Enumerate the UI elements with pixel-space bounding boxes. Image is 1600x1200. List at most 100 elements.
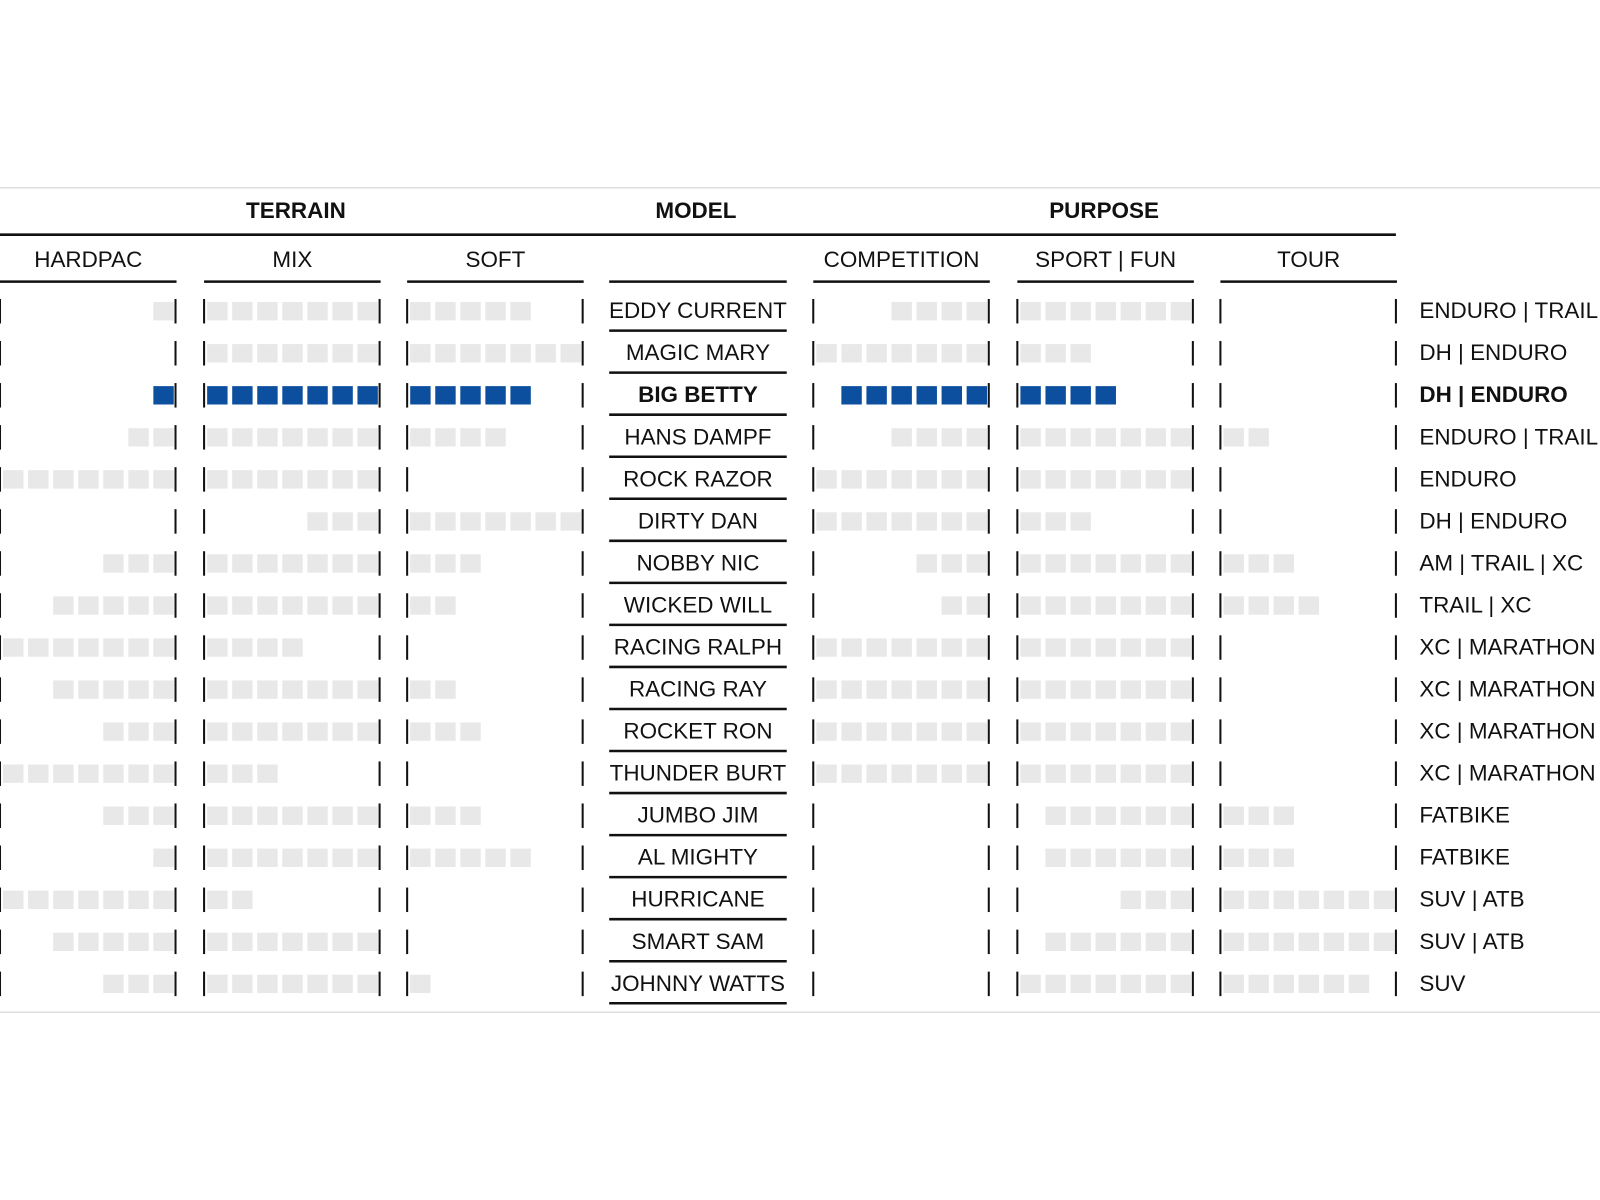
bar-segment — [1020, 470, 1041, 489]
bar-segment — [357, 302, 378, 321]
bar-segment — [1095, 806, 1116, 825]
bar-segment — [1170, 764, 1192, 783]
bar-segment — [282, 428, 303, 447]
bar-segment — [460, 512, 481, 531]
bar-segment — [357, 470, 378, 489]
bar-segment — [128, 932, 149, 952]
bar-segment — [916, 722, 937, 741]
purpose-bar — [1045, 848, 1294, 867]
bar-segment — [816, 638, 837, 657]
bar-segment — [153, 596, 174, 615]
bar-segment — [410, 848, 431, 867]
bar-segment — [866, 638, 887, 657]
usage-label: SUV | ATB — [1419, 887, 1524, 912]
bar-segment — [1120, 848, 1142, 867]
bar-segment — [257, 554, 278, 573]
bar-segment — [1145, 554, 1167, 573]
bar-segment — [307, 386, 328, 405]
bar-segment — [1120, 638, 1142, 657]
bar-segment — [153, 932, 174, 952]
bar-segment — [1373, 932, 1395, 952]
bar-segment — [410, 974, 431, 994]
bar-segment — [966, 470, 988, 489]
bar-segment — [307, 470, 328, 489]
bar-segment — [103, 764, 124, 783]
bar-segment — [1248, 932, 1269, 952]
bar-segment — [1248, 428, 1269, 447]
bar-segment — [1095, 554, 1116, 573]
bar-segment — [153, 554, 174, 573]
bar-segment — [282, 722, 303, 741]
terrain-column-label: SOFT — [465, 247, 525, 272]
bar-segment — [1070, 680, 1091, 699]
bar-segment — [307, 848, 328, 867]
bar-segment — [1323, 974, 1345, 994]
bar-segment — [941, 512, 962, 531]
purpose-bar — [816, 344, 1091, 363]
bar-segment — [460, 302, 481, 321]
bar-segment — [966, 722, 988, 741]
bar-segment — [435, 428, 456, 447]
bar-segment — [1070, 638, 1091, 657]
purpose-bar — [816, 638, 1192, 657]
bar-segment — [1070, 596, 1091, 615]
bar-segment — [941, 386, 962, 405]
bar-segment — [357, 722, 378, 741]
bar-segment — [307, 680, 328, 699]
bar-segment — [232, 806, 253, 825]
bar-segment — [332, 596, 353, 615]
usage-label: ENDURO — [1419, 466, 1516, 491]
bar-segment — [435, 512, 456, 531]
bar-segment — [1145, 806, 1167, 825]
bar-segment — [1020, 386, 1041, 405]
model-name: RACING RAY — [629, 677, 767, 702]
bar-segment — [1223, 932, 1244, 952]
bar-segment — [1020, 722, 1041, 741]
bar-segment — [410, 428, 431, 447]
bar-segment — [1145, 428, 1167, 447]
bar-segment — [916, 344, 937, 363]
bar-segment — [816, 722, 837, 741]
bar-segment — [103, 806, 124, 825]
bar-segment — [1020, 512, 1041, 531]
bar-segment — [1223, 974, 1244, 994]
bar-segment — [153, 848, 174, 867]
bar-segment — [816, 680, 837, 699]
bar-segment — [1120, 680, 1142, 699]
bar-segment — [282, 302, 303, 321]
terrain-bar — [3, 638, 303, 657]
bar-segment — [410, 344, 431, 363]
bar-segment — [257, 386, 278, 405]
bar-segment — [153, 386, 174, 405]
bar-segment — [1120, 974, 1142, 994]
bar-segment — [816, 470, 837, 489]
bar-segment — [941, 344, 962, 363]
bar-segment — [1223, 806, 1244, 825]
bar-segment — [128, 638, 149, 657]
bar-segment — [891, 470, 912, 489]
bar-segment — [1095, 764, 1116, 783]
bar-segment — [257, 344, 278, 363]
model-header: MODEL — [655, 198, 736, 223]
bar-segment — [207, 848, 228, 867]
bar-segment — [282, 344, 303, 363]
bar-segment — [435, 848, 456, 867]
bar-segment — [153, 764, 174, 783]
bar-segment — [1298, 596, 1320, 615]
bar-segment — [307, 302, 328, 321]
bar-segment — [1070, 848, 1091, 867]
bar-segment — [357, 848, 378, 867]
bar-segment — [1020, 974, 1041, 994]
bar-segment — [1145, 932, 1167, 952]
model-name: THUNDER BURT — [610, 761, 787, 786]
model-name: RACING RALPH — [614, 634, 782, 659]
model-name: WICKED WILL — [624, 592, 772, 617]
bar-segment — [1120, 764, 1142, 783]
bar-segment — [1070, 428, 1091, 447]
bar-segment — [257, 596, 278, 615]
bar-segment — [485, 302, 506, 321]
bar-segment — [1273, 932, 1294, 952]
bar-segment — [1323, 932, 1345, 952]
bar-segment — [232, 554, 253, 573]
bar-segment — [153, 680, 174, 699]
